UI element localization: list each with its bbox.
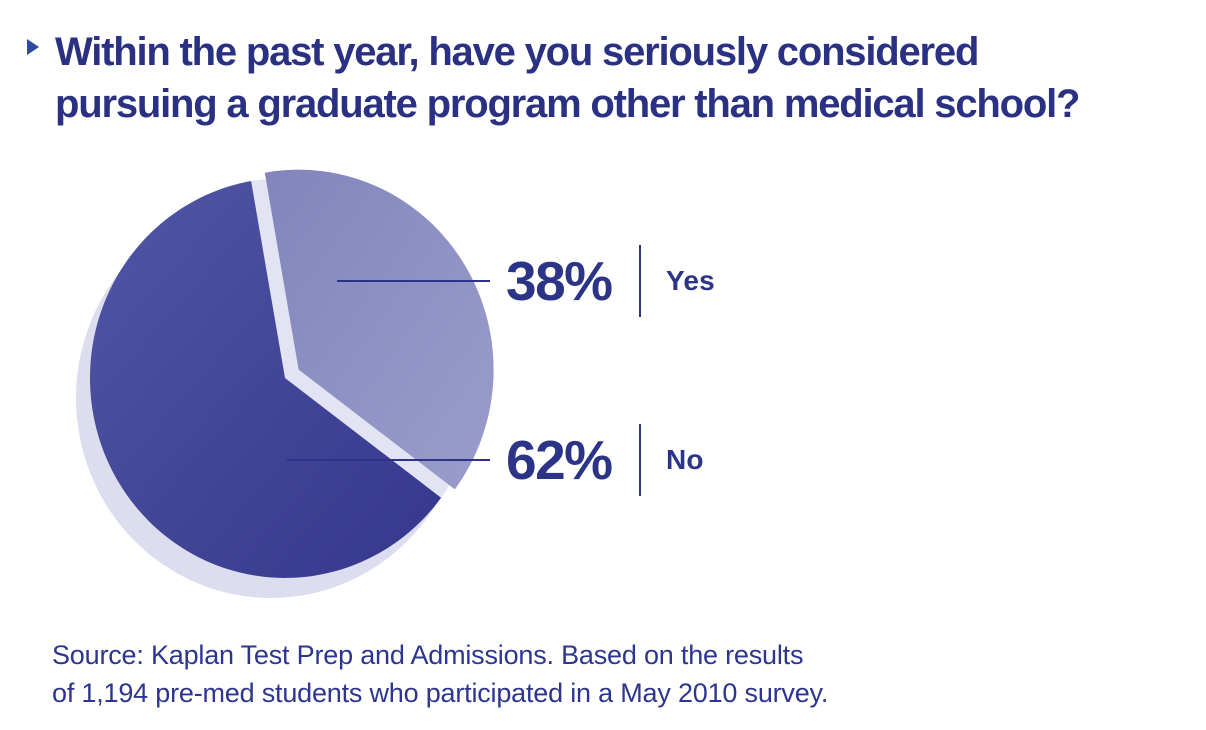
percent-value-no: 62%	[506, 429, 613, 491]
source-line-1: Source: Kaplan Test Prep and Admissions.…	[52, 640, 804, 670]
title-line-2: pursuing a graduate program other than m…	[55, 82, 1080, 126]
callout-divider	[639, 424, 641, 496]
callout-divider	[639, 245, 641, 317]
answer-label-yes: Yes	[666, 265, 715, 296]
source-line-2: of 1,194 pre-med students who participat…	[52, 678, 829, 708]
percent-value-yes: 38%	[506, 250, 613, 312]
title-line-1: Within the past year, have you seriously…	[55, 30, 979, 74]
triangle-bullet-icon	[27, 39, 39, 55]
page-title: Within the past year, have you seriously…	[55, 26, 1080, 130]
callout-no: 62% No	[506, 420, 704, 500]
callout-yes: 38% Yes	[506, 241, 715, 321]
source-note: Source: Kaplan Test Prep and Admissions.…	[52, 636, 828, 712]
answer-label-no: No	[666, 444, 704, 475]
title-block: Within the past year, have you seriously…	[27, 26, 1080, 130]
